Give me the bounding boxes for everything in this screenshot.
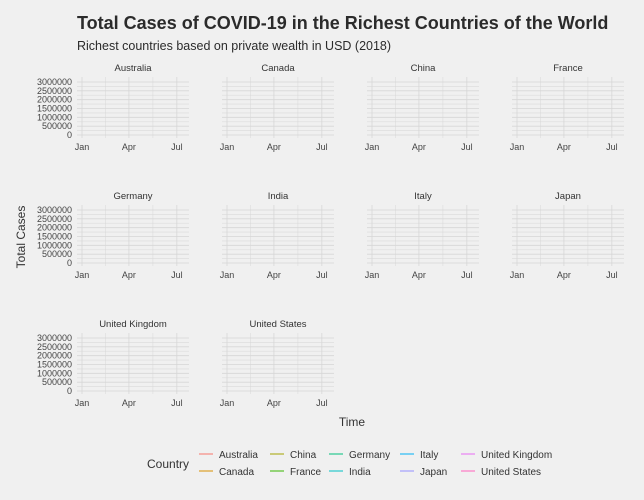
y-tick-label: 1500000 — [37, 232, 72, 242]
x-tick-label: Jul — [606, 142, 618, 152]
facet-label: Italy — [414, 191, 432, 202]
legend-label: France — [290, 467, 322, 478]
x-tick-label: Jul — [171, 142, 183, 152]
x-tick-label: Apr — [122, 270, 136, 280]
x-tick-label: Jan — [220, 270, 235, 280]
x-tick-label: Apr — [557, 142, 571, 152]
legend-label: Canada — [219, 467, 254, 478]
legend-label: Australia — [219, 450, 258, 461]
x-tick-label: Jan — [75, 398, 90, 408]
y-tick-label: 2500000 — [37, 86, 72, 96]
y-tick-label: 2500000 — [37, 342, 72, 352]
facet-panel: India Jan Apr Jul — [220, 191, 334, 280]
y-tick-label: 500000 — [42, 249, 72, 259]
x-tick-label: Jul — [316, 142, 328, 152]
x-tick-label: Jul — [316, 398, 328, 408]
facet-panel: Canada Jan Apr Jul — [220, 63, 334, 152]
y-tick-label: 3000000 — [37, 205, 72, 215]
legend-item: United Kingdom — [461, 450, 552, 461]
facet-label: Japan — [555, 191, 581, 202]
y-tick-label: 1500000 — [37, 104, 72, 114]
y-tick-label: 1000000 — [37, 112, 72, 122]
x-tick-label: Jul — [171, 398, 183, 408]
legend-item: United States — [461, 467, 541, 478]
legend-label: United States — [481, 467, 541, 478]
x-tick-label: Jan — [75, 270, 90, 280]
facet-label: China — [411, 63, 437, 74]
legend-item: Canada — [199, 467, 254, 478]
y-tick-label: 3000000 — [37, 77, 72, 87]
legend-item: Japan — [400, 467, 447, 478]
legend-label: Japan — [420, 467, 447, 478]
x-tick-label: Jan — [220, 142, 235, 152]
legend-label: India — [349, 467, 371, 478]
x-tick-label: Jan — [510, 142, 525, 152]
facet-panel: France Jan Apr Jul — [510, 63, 624, 152]
legend-label: United Kingdom — [481, 450, 552, 461]
x-tick-label: Apr — [412, 142, 426, 152]
y-tick-label: 2000000 — [37, 351, 72, 361]
x-tick-label: Jan — [365, 142, 380, 152]
facet-label: Australia — [115, 63, 153, 74]
legend-item: Australia — [199, 450, 258, 461]
y-tick-label: 1000000 — [37, 240, 72, 250]
facet-panel: Japan Jan Apr Jul — [510, 191, 624, 280]
y-tick-label: 2000000 — [37, 223, 72, 233]
legend-item: China — [270, 450, 317, 461]
legend-label: Germany — [349, 450, 390, 461]
facet-panel: China Jan Apr Jul — [365, 63, 479, 152]
x-tick-label: Apr — [412, 270, 426, 280]
y-tick-label: 0 — [67, 130, 72, 140]
legend-title: Country — [147, 457, 189, 471]
x-axis-title: Time — [339, 415, 366, 429]
x-tick-label: Apr — [267, 270, 281, 280]
x-tick-label: Apr — [267, 398, 281, 408]
facet-panel: Italy Jan Apr Jul — [365, 191, 479, 280]
x-tick-label: Jul — [316, 270, 328, 280]
y-tick-label: 2500000 — [37, 214, 72, 224]
chart-subtitle: Richest countries based on private wealt… — [77, 39, 391, 53]
y-tick-label: 2000000 — [37, 95, 72, 105]
legend-item: India — [329, 467, 371, 478]
facet-label: Canada — [261, 63, 295, 74]
x-tick-label: Jul — [461, 142, 473, 152]
x-tick-label: Jul — [461, 270, 473, 280]
facet-panel: United States Jan Apr Jul — [220, 319, 334, 408]
facet-label: Germany — [113, 191, 152, 202]
facet-label: United Kingdom — [99, 319, 167, 330]
legend-item: Germany — [329, 450, 390, 461]
y-tick-label: 500000 — [42, 121, 72, 131]
x-tick-label: Apr — [557, 270, 571, 280]
y-tick-label: 1000000 — [37, 368, 72, 378]
y-tick-label: 0 — [67, 386, 72, 396]
legend-label: China — [290, 450, 317, 461]
y-axis-title: Total Cases — [14, 206, 28, 269]
facet-panel: Germany Jan Apr Jul 050000010000001500000200… — [37, 191, 189, 280]
facet-label: United States — [249, 319, 306, 330]
facet-label: France — [553, 63, 583, 74]
y-tick-label: 0 — [67, 258, 72, 268]
legend: Australia Canada China France Germany India It… — [199, 450, 552, 478]
facet-label: India — [268, 191, 289, 202]
y-tick-label: 1500000 — [37, 360, 72, 370]
y-tick-label: 500000 — [42, 377, 72, 387]
chart-title: Total Cases of COVID-19 in the Richest C… — [77, 13, 608, 33]
x-tick-label: Jan — [75, 142, 90, 152]
x-tick-label: Jan — [510, 270, 525, 280]
x-tick-label: Jul — [606, 270, 618, 280]
legend-label: Italy — [420, 450, 438, 461]
y-tick-label: 3000000 — [37, 333, 72, 343]
x-tick-label: Jan — [365, 270, 380, 280]
legend-item: Italy — [400, 450, 438, 461]
x-tick-label: Jul — [171, 270, 183, 280]
legend-item: France — [270, 467, 322, 478]
x-tick-label: Jan — [220, 398, 235, 408]
facet-panel: United Kingdom Jan Apr Jul 05000001000000150… — [37, 319, 189, 408]
x-tick-label: Apr — [267, 142, 281, 152]
x-tick-label: Apr — [122, 142, 136, 152]
x-tick-label: Apr — [122, 398, 136, 408]
